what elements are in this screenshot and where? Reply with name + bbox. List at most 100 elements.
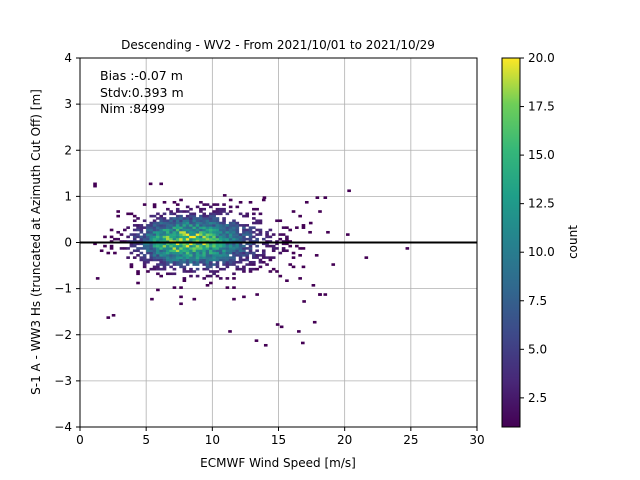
heatmap-cell <box>205 242 210 246</box>
heatmap-cell <box>308 230 312 234</box>
heatmap-cell <box>232 230 236 234</box>
heatmap-cell <box>252 242 256 246</box>
heatmap-cell <box>182 221 187 225</box>
heatmap-cell <box>215 256 220 259</box>
heatmap-cell <box>199 217 203 220</box>
heatmap-cell <box>364 256 369 259</box>
heatmap-cell <box>192 235 197 239</box>
heatmap-cell <box>93 182 97 186</box>
heatmap-cell <box>263 343 268 347</box>
heatmap-cell <box>179 247 183 250</box>
heatmap-cell <box>301 224 306 227</box>
heatmap-cell <box>142 203 147 206</box>
heatmap-cell <box>245 247 250 250</box>
heatmap-cell <box>146 228 150 232</box>
heatmap-cell <box>142 263 147 266</box>
heatmap-cell <box>172 247 177 250</box>
heatmap-cell <box>182 249 187 253</box>
heatmap-cell <box>169 224 173 227</box>
heatmap-cell <box>175 210 180 213</box>
heatmap-cell <box>245 212 250 216</box>
heatmap-cell <box>242 235 246 239</box>
heatmap-cell <box>166 230 170 234</box>
heatmap-cell <box>189 270 193 273</box>
heatmap-cell <box>199 235 203 239</box>
heatmap-cell <box>291 251 296 255</box>
heatmap-cell <box>136 242 140 246</box>
heatmap-cell <box>258 230 263 234</box>
heatmap-cell <box>215 258 220 262</box>
heatmap-cell <box>235 233 240 236</box>
chart-title: Descending - WV2 - From 2021/10/01 to 20… <box>121 38 435 52</box>
heatmap-cell <box>192 221 197 225</box>
heatmap-cell <box>149 267 154 271</box>
heatmap-cell <box>172 260 177 264</box>
heatmap-cell <box>271 267 276 271</box>
heatmap-cell <box>199 207 203 211</box>
heatmap-cell <box>302 300 306 303</box>
heatmap-cell <box>238 258 243 262</box>
heatmap-cell <box>228 330 232 333</box>
heatmap-cell <box>202 221 207 225</box>
heatmap-cell <box>159 228 164 232</box>
heatmap-cell <box>162 221 167 225</box>
heatmap-cell <box>146 233 150 236</box>
heatmap-cell <box>278 233 283 236</box>
heatmap-cell <box>169 258 173 262</box>
heatmap-cell <box>132 224 137 227</box>
heatmap-cell <box>182 251 187 255</box>
heatmap-cell <box>252 217 256 220</box>
heatmap-cell <box>222 263 226 266</box>
heatmap-cell <box>271 247 276 250</box>
heatmap-cell <box>232 247 236 250</box>
heatmap-cell <box>268 270 273 273</box>
heatmap-cell <box>192 247 197 250</box>
heatmap-cell <box>189 217 193 220</box>
heatmap-cell <box>232 277 236 280</box>
heatmap-cell <box>199 224 203 227</box>
heatmap-cell <box>205 203 210 206</box>
heatmap-cell <box>248 230 253 234</box>
heatmap-cell <box>156 230 160 234</box>
heatmap-cell <box>175 240 180 243</box>
heatmap-cell <box>172 258 177 262</box>
heatmap-cell <box>228 240 233 243</box>
heatmap-cell <box>182 244 187 248</box>
heatmap-cell <box>185 240 190 243</box>
heatmap-cell <box>185 258 190 262</box>
heatmap-cell <box>166 237 170 241</box>
heatmap-cell <box>182 267 187 271</box>
heatmap-cell <box>132 228 137 232</box>
heatmap-cell <box>225 263 230 266</box>
x-tick-label: 0 <box>76 433 84 447</box>
heatmap-cell <box>152 219 157 223</box>
heatmap-cell <box>175 207 180 211</box>
heatmap-cell <box>189 267 193 271</box>
heatmap-cell <box>109 240 114 243</box>
heatmap-cell <box>265 235 269 239</box>
heatmap-cell <box>209 237 213 241</box>
heatmap-cell <box>225 286 230 289</box>
heatmap-cell <box>202 240 207 243</box>
heatmap-cell <box>192 219 197 223</box>
heatmap-cell <box>199 254 203 257</box>
heatmap-cell <box>202 267 207 271</box>
heatmap-cell <box>202 260 207 264</box>
heatmap-cell <box>189 249 193 253</box>
heatmap-cell <box>245 251 250 255</box>
heatmap-cell <box>202 217 207 220</box>
heatmap-cell <box>205 247 210 250</box>
heatmap-cell <box>169 265 173 269</box>
heatmap-cell <box>215 235 220 239</box>
heatmap-cell <box>205 235 210 239</box>
heatmap-cell <box>152 226 157 229</box>
heatmap-cell <box>162 251 167 255</box>
heatmap-cell <box>179 237 183 241</box>
heatmap-cell <box>156 235 160 239</box>
heatmap-cell <box>192 260 197 264</box>
heatmap-cell <box>159 235 164 239</box>
heatmap-cell <box>189 226 193 229</box>
heatmap-cell <box>248 263 253 266</box>
heatmap-cell <box>162 244 167 248</box>
heatmap-cell <box>172 240 177 243</box>
